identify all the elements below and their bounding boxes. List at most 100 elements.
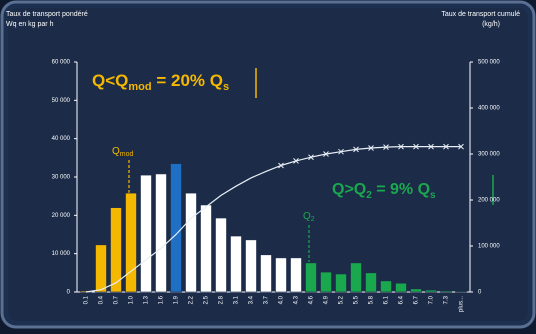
line-marker bbox=[308, 154, 314, 161]
y-axis-title: Taux de transport pondéré bbox=[6, 11, 88, 18]
cumulative-line bbox=[85, 146, 461, 293]
bar bbox=[95, 244, 107, 293]
x-tick-label: 1.9 bbox=[174, 295, 180, 304]
bar bbox=[440, 290, 452, 293]
x-tick-label: 3.4 bbox=[249, 295, 255, 304]
bar bbox=[365, 272, 377, 293]
bar bbox=[155, 173, 167, 293]
bar bbox=[305, 262, 317, 293]
panel bbox=[8, 8, 528, 321]
x-tick-label: 5.5 bbox=[354, 295, 360, 304]
bar bbox=[125, 192, 137, 293]
bar bbox=[260, 254, 272, 293]
bar bbox=[230, 235, 242, 293]
bar bbox=[320, 271, 332, 293]
x-tick-label: 4.0 bbox=[279, 295, 285, 304]
annotation-part: 2 bbox=[366, 190, 372, 201]
line-marker bbox=[278, 162, 284, 169]
y-tick-label: 40 000 bbox=[52, 136, 71, 142]
bar bbox=[110, 207, 122, 293]
x-tick-label: 4.3 bbox=[294, 295, 300, 304]
line-marker bbox=[413, 143, 419, 150]
x-tick-label: 7.3 bbox=[444, 295, 450, 304]
y-tick-label: 10 000 bbox=[52, 251, 71, 257]
line-marker bbox=[338, 148, 344, 155]
annotation: Qmod bbox=[112, 146, 134, 158]
y-tick-label: 30 000 bbox=[52, 175, 71, 181]
x-tick-label: 3.1 bbox=[234, 295, 240, 304]
bar bbox=[185, 192, 197, 293]
line-marker bbox=[443, 143, 449, 150]
annotation-part: Q>Q bbox=[332, 181, 366, 198]
y2-tick-label: 100 000 bbox=[478, 244, 500, 250]
y2-axis-title: Taux de transport cumulé bbox=[441, 11, 520, 18]
x-tick-label: 6.7 bbox=[414, 295, 420, 304]
annotation-part: s bbox=[430, 190, 436, 201]
x-tick-label: 1.6 bbox=[159, 295, 165, 304]
x-tick-label: 1.3 bbox=[144, 295, 150, 304]
line-marker bbox=[353, 146, 359, 153]
bar bbox=[410, 288, 422, 293]
x-tick-label: 2.8 bbox=[219, 295, 225, 304]
bar bbox=[380, 280, 392, 293]
annotation-part: 2 bbox=[311, 216, 315, 223]
x-tick-label: 6.4 bbox=[399, 295, 405, 304]
annotation-part: Q<Q bbox=[92, 71, 128, 90]
y-tick-label: 20 000 bbox=[52, 213, 71, 219]
x-tick-label: 5.8 bbox=[369, 295, 375, 304]
bar bbox=[215, 217, 227, 293]
bar bbox=[245, 239, 257, 293]
line-marker bbox=[398, 143, 404, 150]
x-tick-label: 0.4 bbox=[99, 295, 105, 304]
annotation: Q2 bbox=[303, 211, 315, 223]
y2-tick-label: 200 000 bbox=[478, 198, 500, 204]
annotation-part: s bbox=[223, 81, 229, 93]
x-tick-label: 2.2 bbox=[189, 295, 195, 304]
bar bbox=[140, 174, 152, 293]
x-tick-label: 4.6 bbox=[309, 295, 315, 304]
x-tick-label: 4.9 bbox=[324, 295, 330, 304]
y2-tick-label: 0 bbox=[478, 290, 482, 296]
bar bbox=[290, 257, 302, 293]
y2-tick-label: 500 000 bbox=[478, 60, 500, 66]
line-marker bbox=[458, 143, 464, 150]
y2-tick-label: 300 000 bbox=[478, 152, 500, 158]
line-marker bbox=[428, 143, 434, 150]
bar bbox=[425, 289, 437, 293]
x-tick-label: 0.1 bbox=[84, 295, 90, 304]
line-marker bbox=[368, 145, 374, 151]
annotation-part: mod bbox=[128, 81, 151, 93]
x-tick-label: 1.0 bbox=[129, 295, 135, 304]
annotation-part: mod bbox=[120, 151, 134, 158]
x-tick-label: 2.5 bbox=[204, 295, 210, 304]
line-marker bbox=[383, 144, 389, 150]
x-tick-label: 6.1 bbox=[384, 295, 390, 304]
annotation-part: = 9% Q bbox=[372, 181, 430, 198]
x-tick-label: 3.7 bbox=[264, 295, 270, 304]
bar bbox=[395, 282, 407, 293]
bar bbox=[170, 163, 182, 293]
y-axis-title: Wq en kg par h bbox=[6, 21, 54, 28]
line-marker bbox=[323, 151, 329, 157]
x-tick-label: 7.0 bbox=[429, 295, 435, 304]
annotation-part: Q bbox=[112, 146, 120, 157]
bar bbox=[275, 257, 287, 293]
x-tick-label: plus... bbox=[459, 296, 465, 312]
bar bbox=[200, 204, 212, 293]
annotation: Q>Q2 = 9% Qs bbox=[332, 181, 436, 200]
y2-tick-label: 400 000 bbox=[478, 106, 500, 112]
y-tick-label: 60 000 bbox=[52, 60, 71, 66]
x-tick-label: 0.7 bbox=[114, 295, 120, 304]
annotation: Q<Qmod = 20% Qs bbox=[92, 71, 229, 92]
bar bbox=[335, 273, 347, 293]
line-marker bbox=[293, 158, 299, 164]
x-tick-label: 5.2 bbox=[339, 295, 345, 304]
bar bbox=[455, 290, 467, 293]
y2-axis-title: (kg/h) bbox=[482, 21, 500, 28]
annotation-part: = 20% Q bbox=[152, 71, 223, 90]
annotation-part: Q bbox=[303, 211, 311, 222]
bar bbox=[350, 262, 362, 293]
y-tick-label: 50 000 bbox=[52, 98, 71, 104]
y-tick-label: 0 bbox=[67, 290, 71, 296]
